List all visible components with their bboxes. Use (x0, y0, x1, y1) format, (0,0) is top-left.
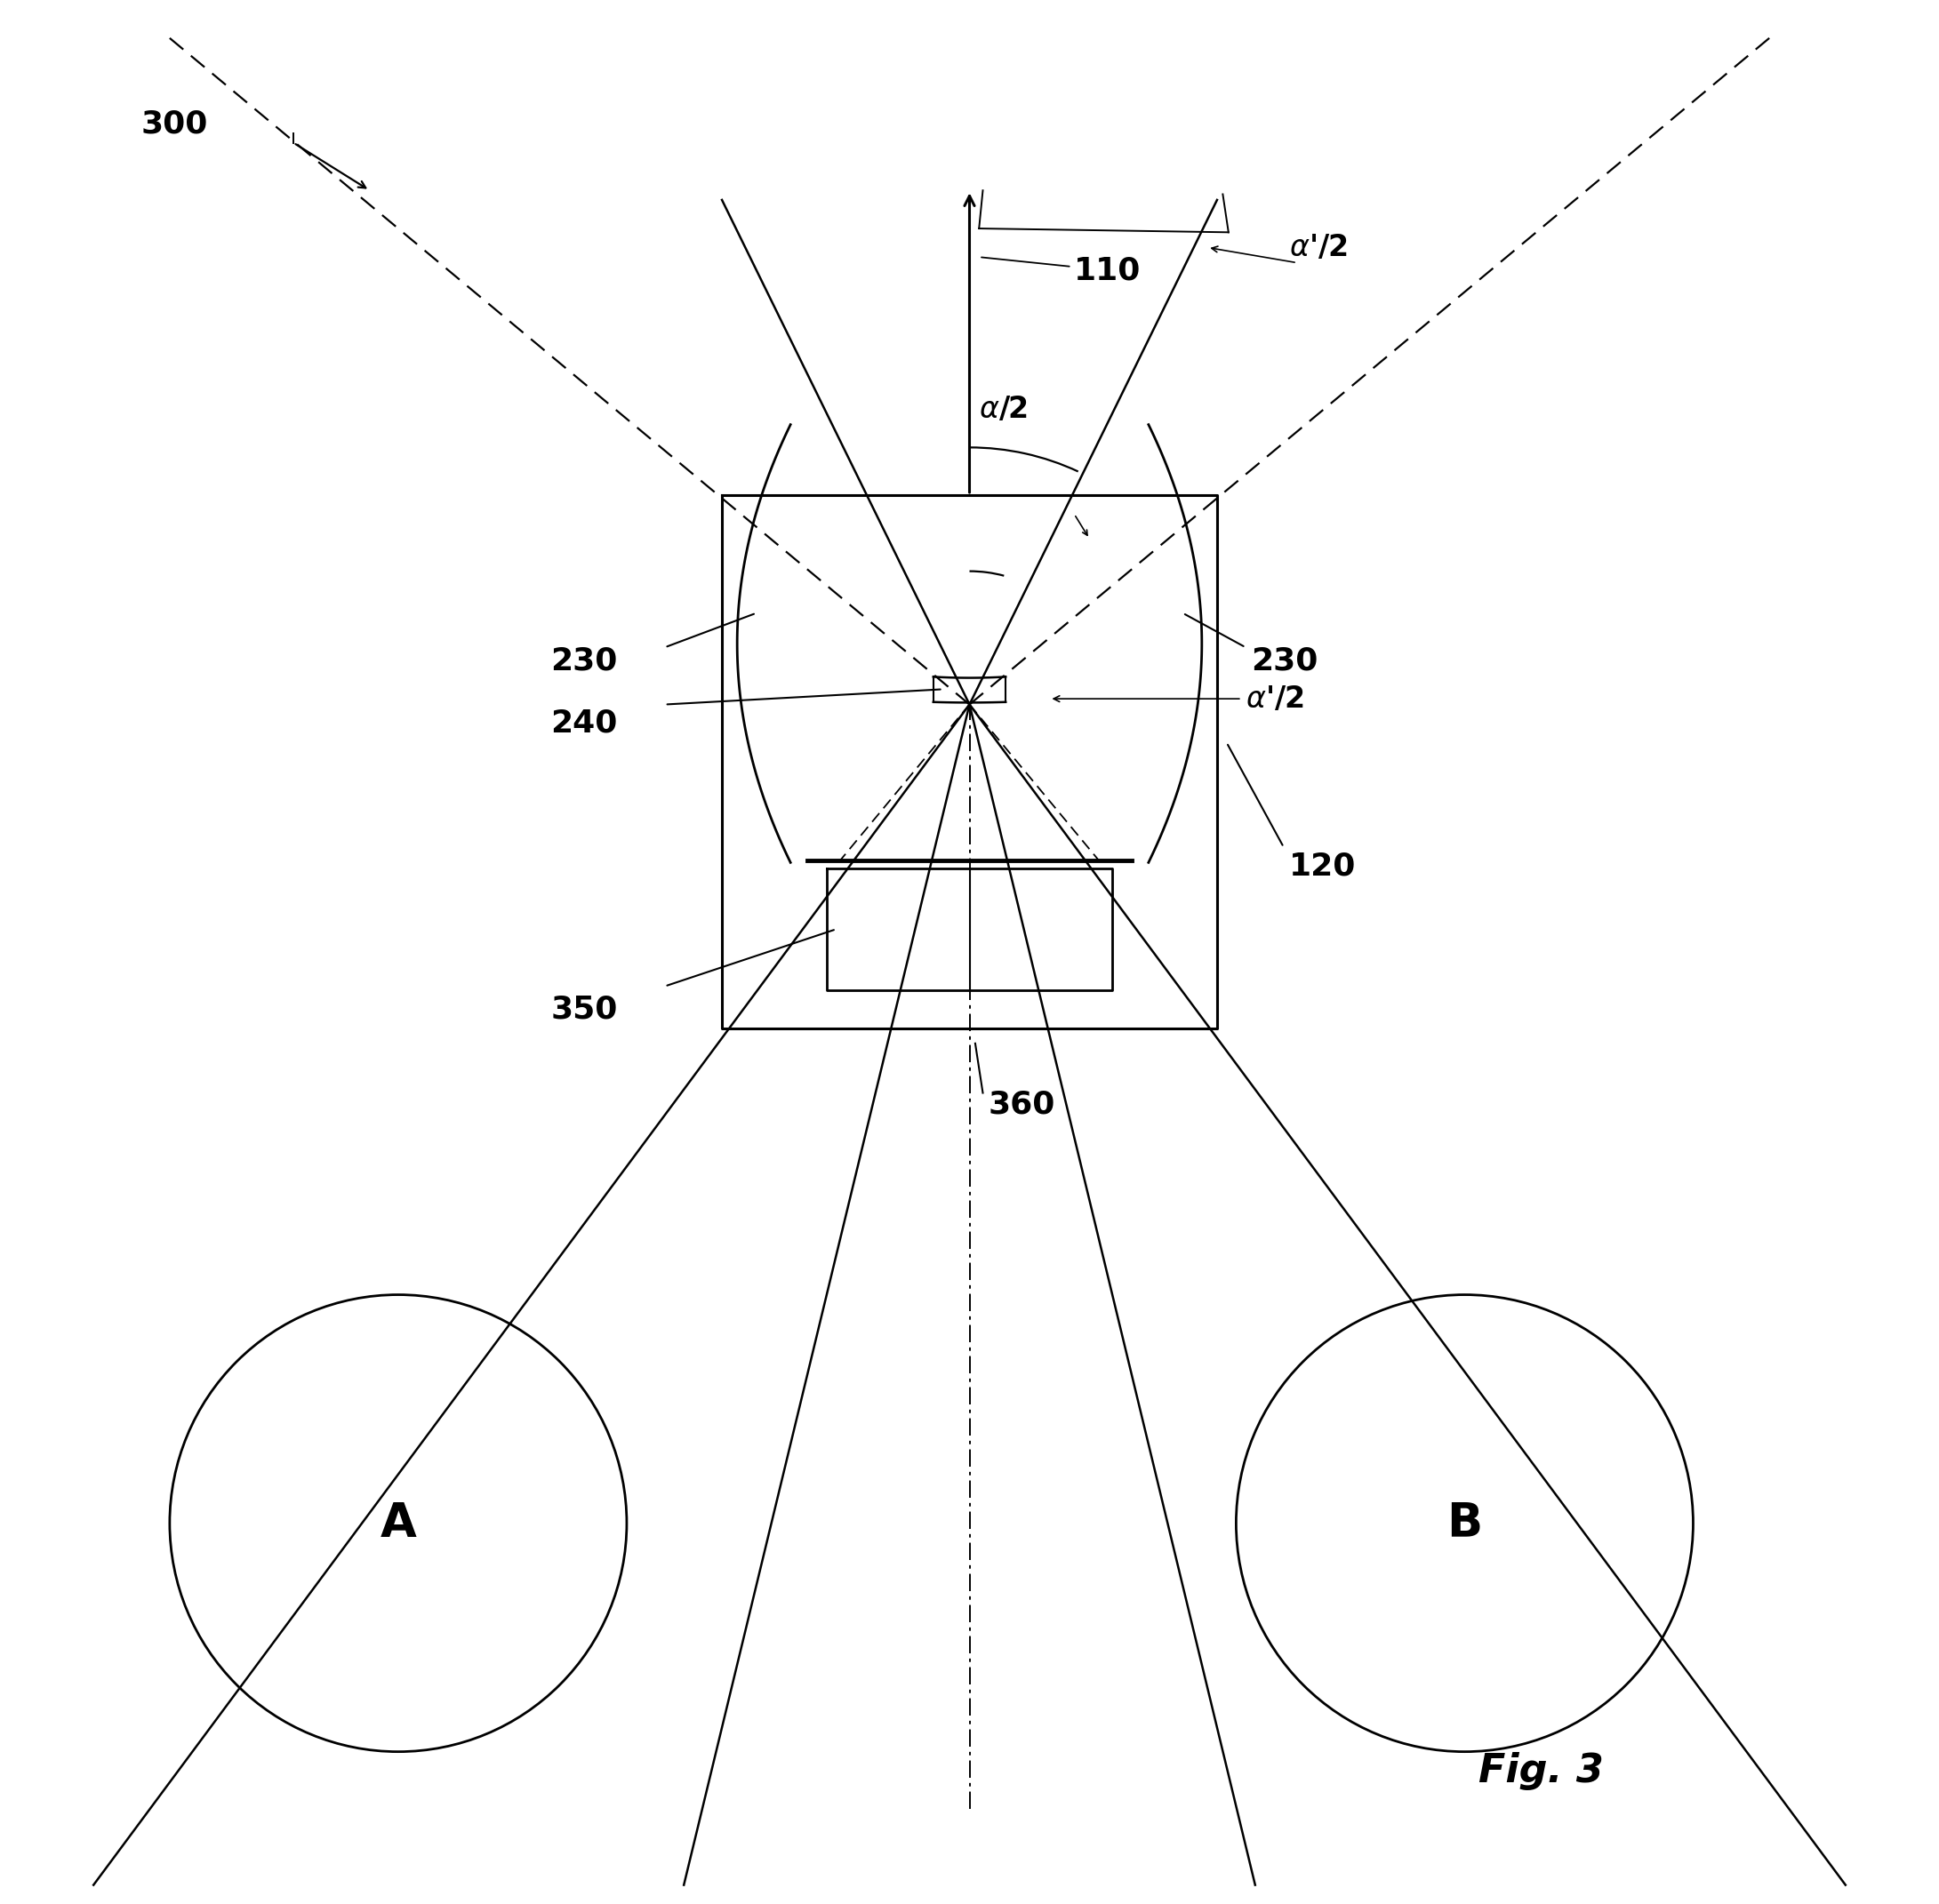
Text: 350: 350 (551, 994, 617, 1024)
Text: 240: 240 (551, 708, 617, 739)
Text: $\alpha$'/2: $\alpha$'/2 (1289, 232, 1348, 263)
Text: 120: 120 (1289, 851, 1357, 882)
Text: 230: 230 (1251, 645, 1319, 676)
Text: 230: 230 (551, 645, 617, 676)
Text: $\alpha$/2: $\alpha$/2 (979, 394, 1028, 425)
Text: $\alpha$'/2: $\alpha$'/2 (1245, 684, 1303, 714)
Text: 360: 360 (989, 1089, 1055, 1120)
Text: B: B (1446, 1500, 1483, 1546)
Text: 300: 300 (142, 109, 207, 139)
Text: 110: 110 (981, 255, 1142, 286)
Text: A: A (380, 1500, 417, 1546)
Text: Fig. 3: Fig. 3 (1478, 1752, 1604, 1790)
